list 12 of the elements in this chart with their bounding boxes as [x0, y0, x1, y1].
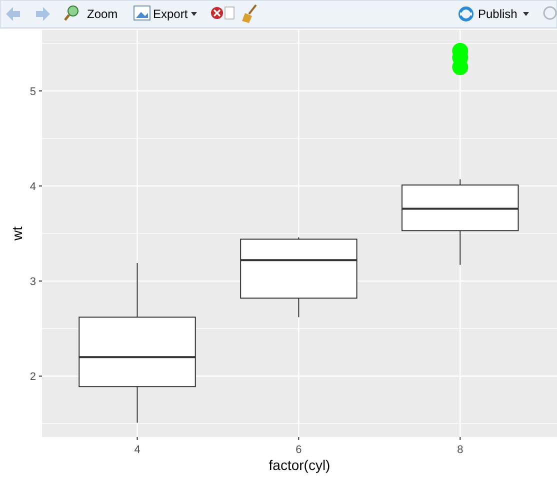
- y-tick-label: 3: [30, 276, 36, 288]
- y-axis-title: wt: [9, 226, 25, 242]
- y-tick-label: 4: [30, 180, 36, 193]
- y-tick-label: 2: [30, 371, 36, 384]
- x-axis-title: factor(cyl): [268, 457, 330, 473]
- x-tick-label: 4: [134, 444, 140, 456]
- y-tick-label: 5: [30, 86, 36, 98]
- x-tick-label: 8: [457, 444, 464, 456]
- x-tick-label: 6: [296, 444, 302, 456]
- text: Zoom: [87, 7, 118, 21]
- text: Publish: [478, 7, 518, 21]
- text: Export: [153, 7, 188, 21]
